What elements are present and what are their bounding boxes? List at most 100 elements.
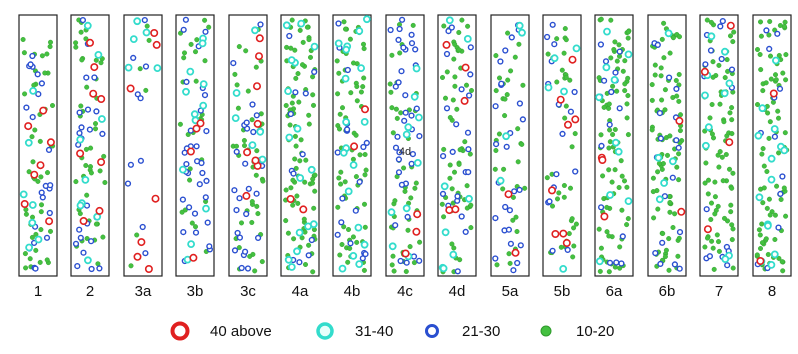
point-21-30 [702, 61, 709, 68]
point-40-above [677, 207, 686, 216]
point-10-20 [767, 212, 773, 218]
point-10-20 [651, 215, 657, 221]
point-10-20 [606, 145, 612, 151]
point-31-40 [624, 50, 633, 59]
legend-marker [316, 322, 334, 340]
point-10-20 [563, 37, 569, 43]
point-10-20 [563, 103, 569, 109]
point-10-20 [702, 180, 708, 186]
point-31-40 [284, 255, 293, 264]
point-31-40 [720, 89, 729, 98]
point-21-30 [79, 17, 87, 24]
point-10-20 [765, 110, 771, 116]
point-10-20 [515, 126, 521, 132]
point-10-20 [306, 242, 312, 248]
point-10-20 [411, 260, 417, 266]
point-21-30 [39, 194, 46, 201]
point-10-20 [241, 137, 247, 143]
point-31-40 [297, 19, 306, 28]
point-21-30 [203, 177, 210, 185]
point-31-40 [702, 141, 710, 150]
point-10-20 [97, 168, 103, 174]
point-10-20 [334, 58, 340, 64]
point-10-20 [727, 110, 733, 116]
point-40-above [39, 106, 48, 115]
point-21-30 [416, 133, 423, 140]
point-31-40 [282, 21, 291, 30]
point-21-30 [571, 88, 578, 96]
point-10-20 [249, 117, 255, 123]
point-10-20 [571, 225, 577, 231]
point-10-20 [192, 49, 198, 55]
point-31-40 [410, 92, 419, 101]
panel-3a: 3a [123, 14, 163, 300]
point-31-40 [293, 124, 302, 133]
point-21-30 [506, 207, 514, 214]
point-10-20 [606, 101, 612, 107]
point-10-20 [462, 139, 468, 145]
point-10-20 [607, 127, 613, 133]
point-31-40 [544, 83, 553, 92]
point-21-30 [399, 16, 406, 23]
point-40-above [675, 116, 684, 125]
point-31-40 [624, 197, 633, 206]
point-10-20 [238, 220, 244, 226]
legend-label: 31-40 [355, 323, 393, 340]
point-10-20 [716, 239, 722, 245]
point-10-20 [493, 53, 499, 59]
panel-6b: 6b [647, 14, 687, 300]
point-10-20 [363, 167, 369, 173]
point-10-20 [335, 204, 341, 210]
point-21-30 [236, 234, 244, 241]
point-40-above [137, 238, 146, 247]
point-10-20 [447, 162, 453, 168]
point-10-20 [676, 177, 682, 183]
point-10-20 [572, 131, 578, 137]
point-40-above [151, 194, 160, 203]
point-10-20 [559, 67, 565, 73]
point-10-20 [408, 195, 414, 201]
point-10-20 [622, 178, 628, 184]
point-31-40 [231, 114, 240, 122]
point-10-20 [728, 33, 734, 39]
point-21-30 [356, 178, 363, 186]
point-10-20 [617, 244, 623, 250]
point-21-30 [619, 233, 626, 240]
point-21-30 [395, 156, 403, 163]
point-21-30 [338, 219, 345, 226]
panel-1: 1 [18, 14, 58, 300]
point-10-20 [31, 82, 37, 88]
point-31-40 [518, 28, 526, 37]
point-10-20 [336, 175, 342, 181]
point-21-30 [516, 100, 524, 107]
point-10-20 [292, 133, 298, 139]
point-21-30 [231, 247, 239, 254]
point-10-20 [457, 147, 463, 153]
point-10-20 [33, 247, 39, 253]
point-21-30 [201, 91, 209, 99]
point-10-20 [709, 101, 715, 107]
point-10-20 [300, 62, 306, 68]
point-10-20 [776, 255, 782, 261]
point-10-20 [439, 201, 445, 207]
point-10-20 [410, 22, 416, 28]
point-21-30 [443, 105, 451, 112]
point-10-20 [44, 257, 50, 263]
point-10-20 [32, 127, 38, 133]
point-10-20 [600, 173, 606, 179]
point-10-20 [649, 97, 655, 103]
legend-item-31-40: 31-40 [316, 322, 393, 340]
point-10-20 [768, 53, 774, 59]
point-10-20 [289, 100, 295, 106]
point-10-20 [22, 251, 28, 257]
point-21-30 [80, 249, 87, 256]
point-10-20 [598, 132, 604, 138]
point-31-40 [550, 54, 559, 63]
point-31-40 [560, 87, 568, 96]
point-10-20 [666, 267, 672, 273]
point-10-20 [573, 221, 579, 227]
point-10-20 [202, 58, 208, 64]
point-40-above [460, 96, 469, 105]
point-31-40 [402, 204, 411, 213]
point-31-40 [296, 174, 305, 182]
